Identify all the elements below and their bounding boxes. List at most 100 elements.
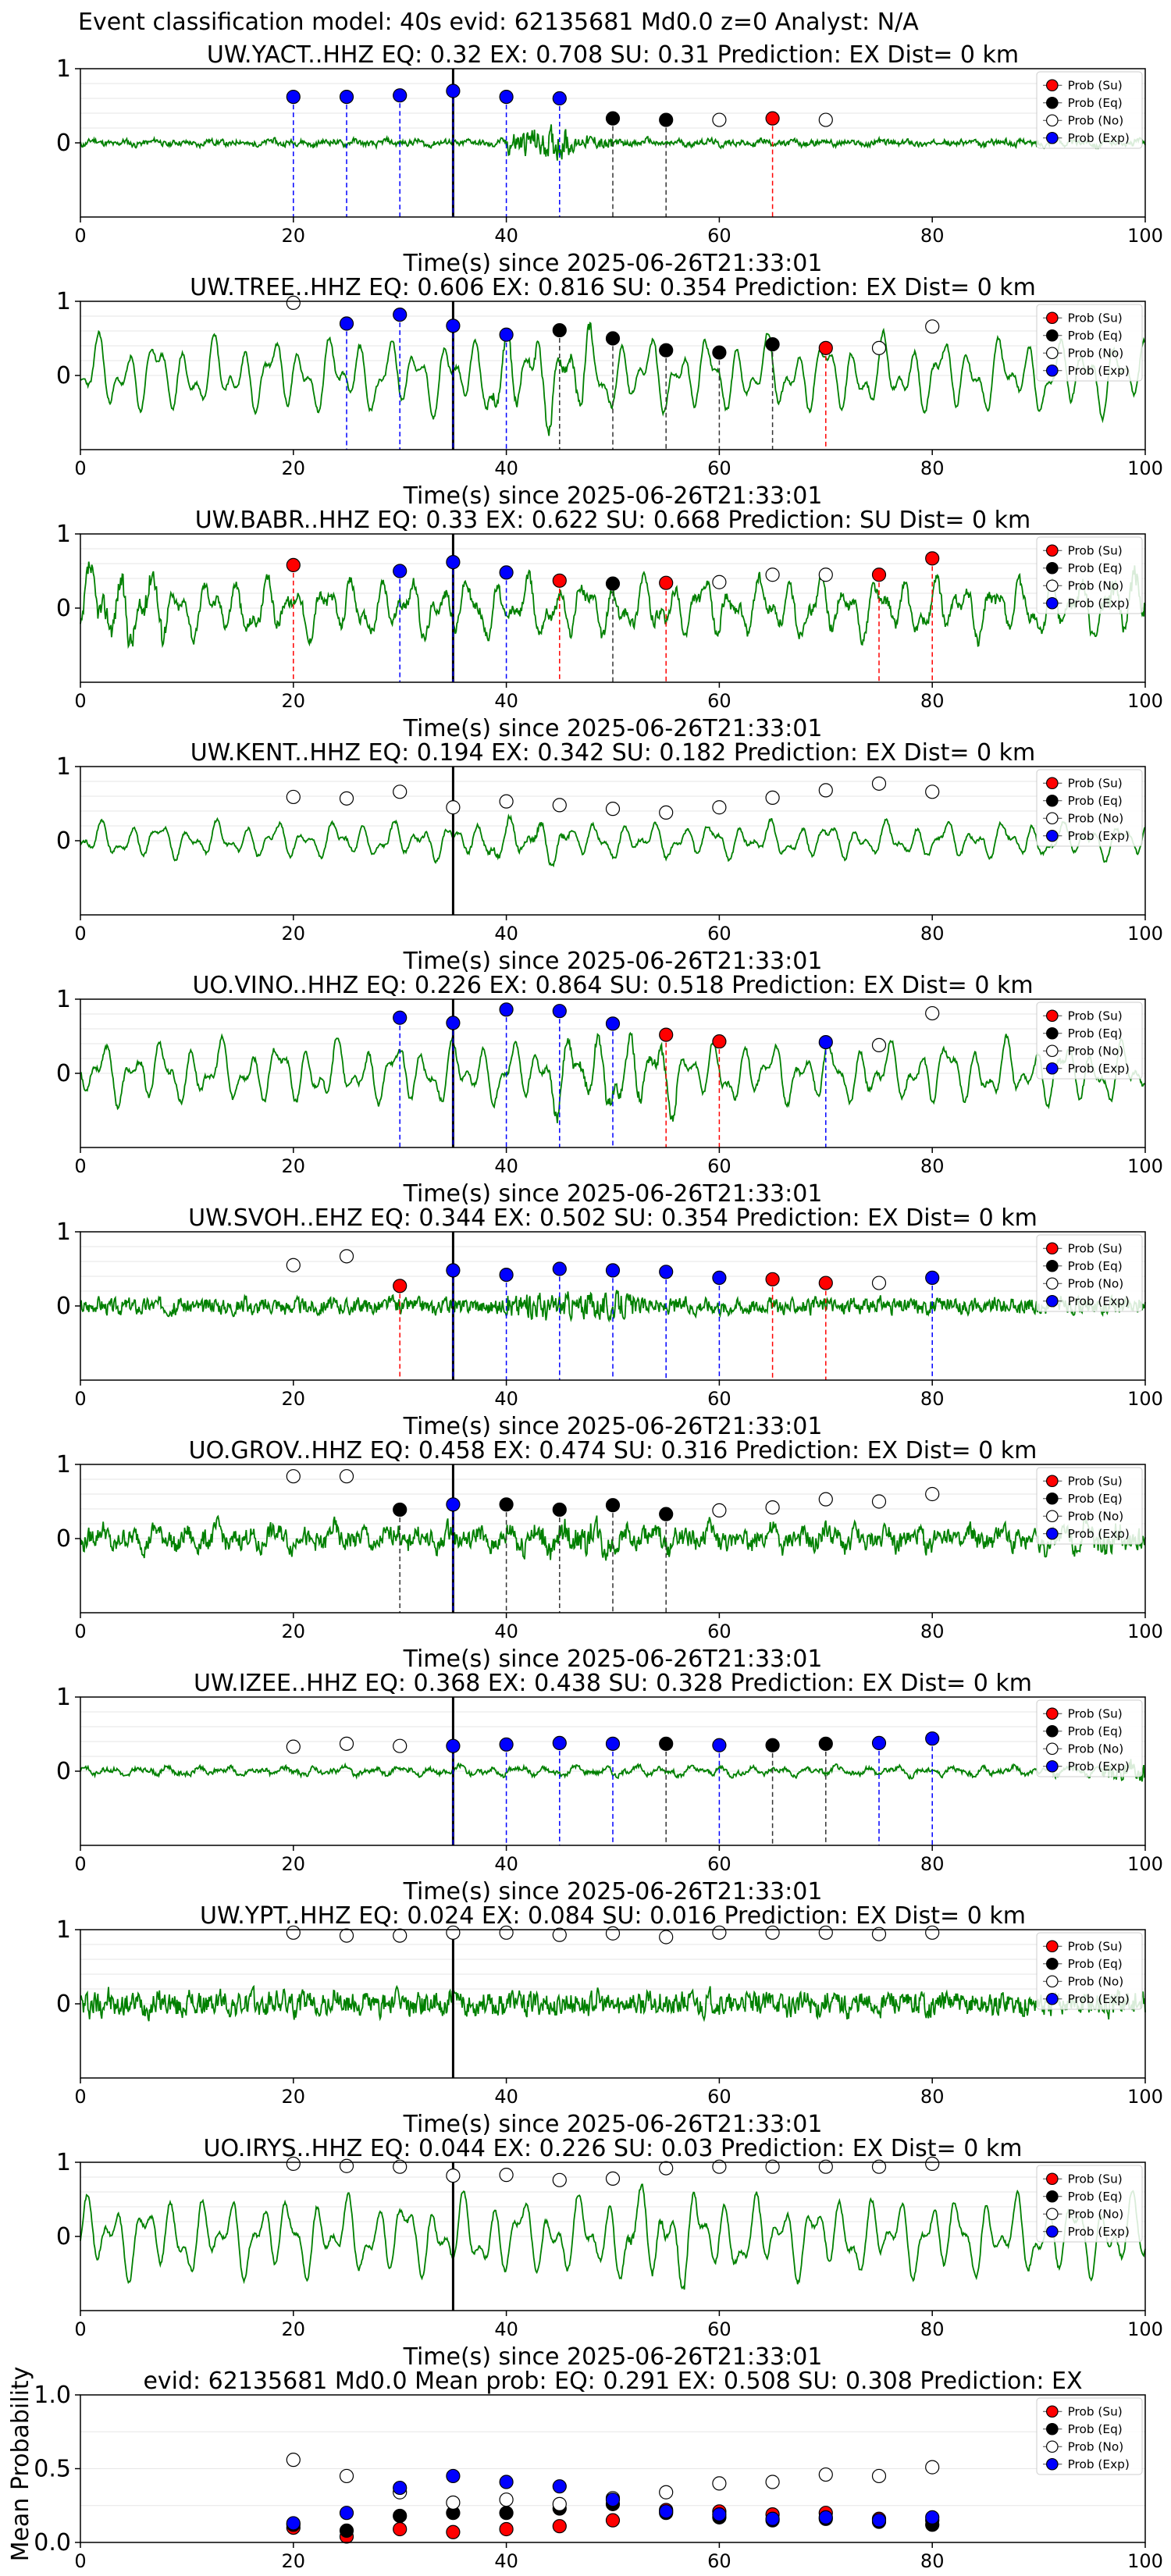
legend-box — [1036, 769, 1143, 847]
prob-marker-exp — [818, 1034, 833, 1050]
x-tick-label: 20 — [282, 1853, 306, 1875]
legend-marker-eq — [1046, 561, 1059, 575]
legend-label-eq: Prob (Eq) — [1068, 2422, 1123, 2436]
legend-marker-no — [1046, 812, 1059, 825]
x-tick-label: 60 — [707, 1388, 731, 1410]
prob-marker-no — [393, 785, 408, 799]
prob-marker-no — [446, 800, 461, 815]
legend-label-no: Prob (No) — [1068, 1975, 1124, 1989]
legend: Prob (Su) Prob (Eq) Prob (No) Prob (Exp) — [1036, 1699, 1143, 1777]
x-axis-label: Time(s) since 2025-06-26T21:33:01 — [403, 948, 823, 975]
prob-marker-no — [712, 575, 727, 589]
station-panel: 0 20 40 60 80 100 0 1 UO.VINO..HHZ EQ: 0.226 EX:… — [56, 972, 1163, 1208]
prob-marker-su — [552, 573, 567, 588]
x-tick-label: 20 — [282, 1621, 306, 1642]
x-tick-label: 20 — [282, 690, 306, 712]
legend: Prob (Su) Prob (Eq) Prob (No) Prob (Exp) — [1036, 1002, 1143, 1080]
legend-marker-no — [1046, 114, 1059, 127]
x-tick-label: 40 — [494, 2318, 518, 2340]
legend: Prob (Su) Prob (Eq) Prob (No) Prob (Exp) — [1036, 1932, 1143, 2010]
legend-marker-eq — [1046, 1492, 1059, 1505]
legend-marker-eq — [1046, 329, 1059, 342]
prob-marker-no — [393, 2159, 408, 2174]
prob-marker-exp — [925, 1270, 940, 1286]
mean-marker-no — [871, 2468, 887, 2484]
legend-label-no: Prob (No) — [1068, 1510, 1124, 1524]
prob-marker-exp — [552, 1261, 567, 1276]
prob-marker-no — [446, 2169, 461, 2183]
x-tick-label: 0 — [74, 225, 86, 247]
legend-marker-su — [1046, 1940, 1059, 1953]
prob-marker-exp — [446, 318, 461, 333]
legend-label-exp: Prob (Exp) — [1068, 596, 1130, 610]
prob-marker-eq — [659, 112, 674, 127]
mean-marker-eq — [499, 2506, 514, 2521]
legend-label-su: Prob (Su) — [1068, 2405, 1123, 2419]
x-tick-label: 40 — [494, 1155, 518, 1177]
x-tick-label: 20 — [282, 1388, 306, 1410]
mean-marker-su — [605, 2513, 621, 2528]
y-tick-label: 0 — [56, 362, 71, 390]
prob-marker-no — [339, 1928, 354, 1943]
legend-label-no: Prob (No) — [1068, 1044, 1124, 1059]
mean-marker-exp — [871, 2513, 887, 2528]
y-tick-label: 1 — [56, 55, 71, 83]
prob-marker-eq — [605, 331, 621, 346]
legend-box — [1036, 1699, 1143, 1777]
prob-marker-su — [659, 575, 674, 590]
legend-label-exp: Prob (Exp) — [1068, 131, 1130, 145]
prob-marker-eq — [499, 1497, 514, 1512]
mean-marker-no — [499, 2492, 514, 2507]
y-tick-label: 0 — [56, 595, 71, 622]
prob-marker-no — [712, 800, 727, 815]
prob-marker-exp — [446, 1263, 461, 1278]
x-tick-label: 60 — [707, 2086, 731, 2108]
legend-label-eq: Prob (Eq) — [1068, 329, 1123, 343]
x-tick-label: 0 — [74, 2318, 86, 2340]
legend-marker-eq — [1046, 1957, 1059, 1970]
y-tick-label: 0 — [56, 1293, 71, 1320]
mean-marker-exp — [605, 2492, 621, 2507]
x-tick-label: 40 — [494, 1388, 518, 1410]
legend-label-su: Prob (Su) — [1068, 1940, 1123, 1954]
prob-marker-exp — [339, 316, 354, 331]
prob-marker-eq — [765, 337, 780, 352]
prob-marker-su — [765, 1272, 780, 1286]
x-tick-label: 60 — [707, 2318, 731, 2340]
prob-marker-no — [818, 1492, 833, 1507]
prob-marker-no — [818, 783, 833, 798]
x-tick-label: 40 — [494, 2550, 518, 2572]
mean-marker-su — [552, 2519, 567, 2534]
prob-marker-no — [339, 791, 354, 806]
y-tick-label: 0 — [56, 1525, 71, 1553]
legend-marker-su — [1046, 544, 1059, 557]
y-tick-label: 0 — [56, 1991, 71, 2018]
x-tick-label: 80 — [920, 1853, 945, 1875]
y-tick-label: 1 — [56, 986, 71, 1013]
legend-marker-eq — [1046, 96, 1059, 109]
prob-marker-no — [765, 790, 780, 806]
x-tick-label: 40 — [494, 1621, 518, 1642]
x-tick-label: 0 — [74, 1388, 86, 1410]
legend-marker-no — [1046, 579, 1059, 592]
legend-label-eq: Prob (Eq) — [1068, 794, 1123, 808]
prob-marker-exp — [552, 1004, 567, 1019]
prob-marker-eq — [605, 576, 621, 591]
prob-marker-su — [712, 1034, 727, 1049]
prob-marker-no — [925, 319, 940, 334]
legend-marker-su — [1046, 1475, 1059, 1488]
prob-marker-no — [286, 295, 301, 310]
x-tick-label: 60 — [707, 1853, 731, 1875]
prob-marker-no — [659, 1930, 674, 1944]
legend-marker-eq — [1046, 1724, 1059, 1738]
x-tick-label: 0 — [74, 2550, 86, 2572]
x-tick-label: 80 — [920, 457, 945, 479]
mean-marker-no — [818, 2467, 833, 2482]
mean-marker-exp — [446, 2468, 461, 2484]
x-tick-label: 80 — [920, 2318, 945, 2340]
prob-marker-no — [818, 568, 833, 582]
seismogram-trace — [80, 1984, 1146, 2023]
legend-marker-exp — [1046, 596, 1059, 610]
legend-marker-exp — [1046, 1294, 1059, 1308]
